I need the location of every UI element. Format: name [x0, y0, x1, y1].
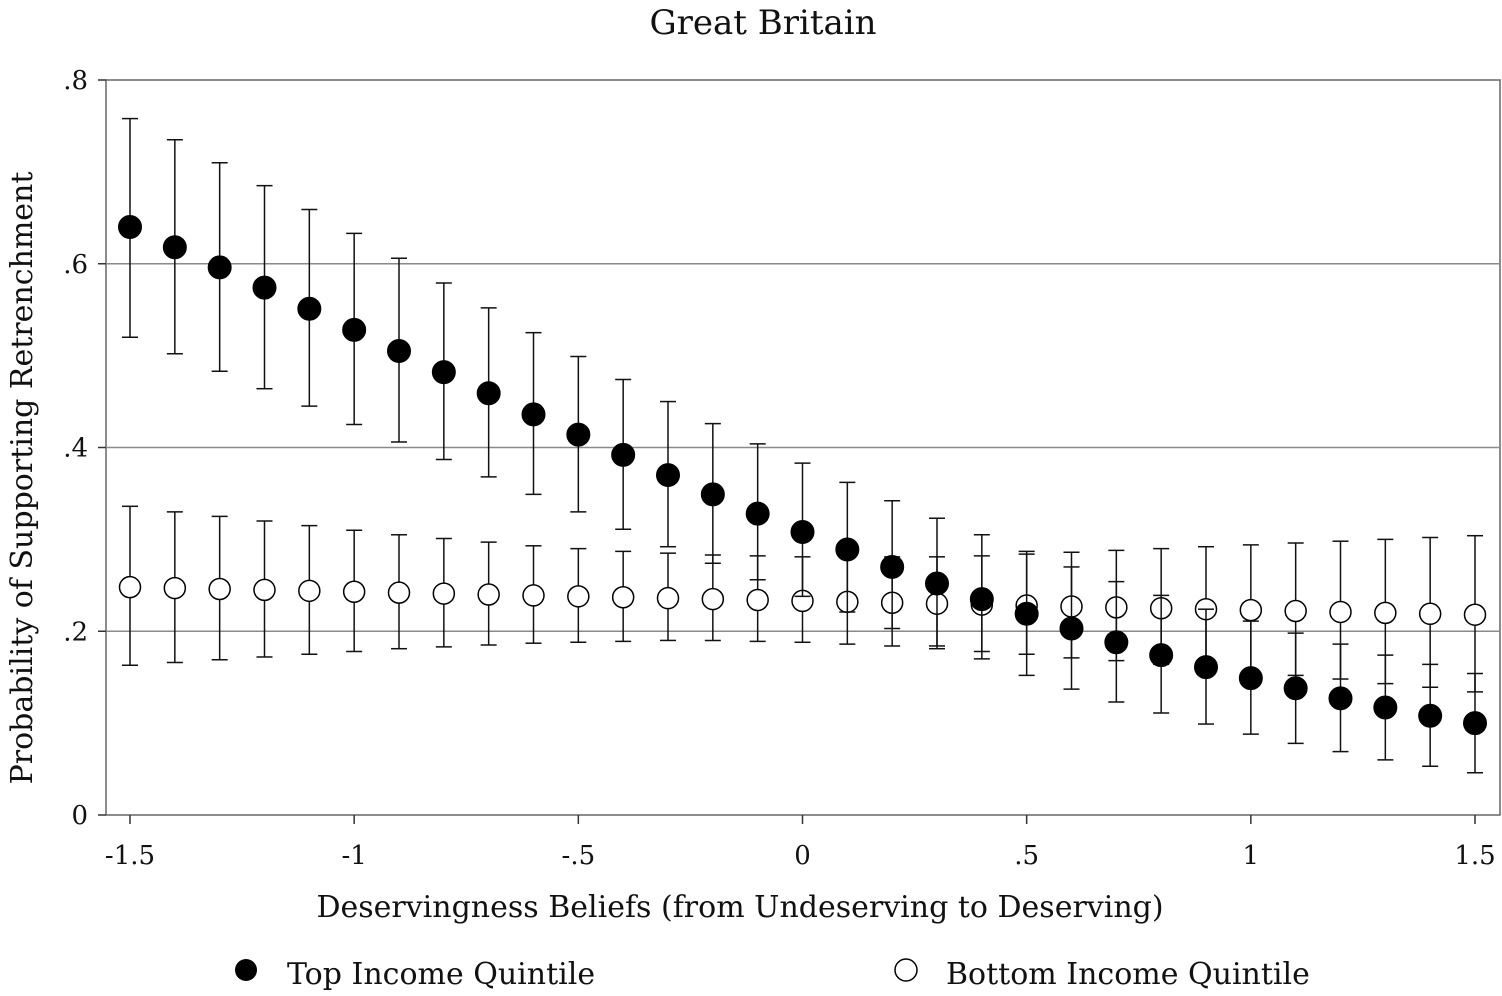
point-top-16 — [835, 537, 860, 562]
point-top-30 — [1463, 711, 1487, 736]
point-top-10 — [566, 422, 591, 447]
x-tick-label-4: .5 — [1014, 841, 1039, 871]
x-tick-label-5: 1 — [1243, 841, 1260, 871]
series-marks — [118, 117, 1487, 774]
point-bottom-8 — [477, 583, 500, 606]
point-bottom-27 — [1329, 600, 1352, 624]
x-axis: -1.5 -1 -.5 0 .5 1 1.5 — [105, 815, 1496, 871]
point-top-21 — [1059, 616, 1084, 641]
y-tick-label-0: 0 — [71, 801, 88, 831]
point-top-2 — [207, 255, 232, 280]
point-top-25 — [1238, 666, 1263, 691]
point-top-1 — [162, 235, 187, 260]
point-top-19 — [969, 587, 994, 612]
point-bottom-4 — [298, 579, 321, 603]
point-bottom-14 — [746, 588, 769, 612]
point-top-12 — [656, 463, 680, 488]
point-bottom-7 — [432, 582, 456, 605]
x-tick-label-0: -1.5 — [105, 841, 155, 871]
chart-title: Great Britain — [649, 3, 876, 43]
x-tick-label-3: 0 — [794, 841, 811, 871]
point-bottom-10 — [567, 585, 590, 608]
point-top-8 — [476, 381, 501, 406]
point-top-15 — [790, 520, 815, 545]
point-bottom-30 — [1463, 603, 1487, 626]
point-bottom-5 — [342, 580, 366, 603]
point-bottom-6 — [387, 581, 411, 604]
y-tick-label-4: .8 — [63, 66, 88, 96]
point-top-11 — [611, 442, 636, 467]
point-top-6 — [387, 339, 411, 364]
point-top-17 — [880, 554, 905, 579]
point-top-23 — [1149, 643, 1174, 668]
legend: Top Income Quintile Bottom Income Quinti… — [235, 957, 1310, 992]
y-axis: 0 .2 .4 .6 .8 — [63, 66, 106, 831]
point-bottom-12 — [656, 586, 680, 610]
point-top-5 — [342, 317, 367, 342]
point-top-0 — [118, 215, 142, 239]
point-top-4 — [297, 296, 322, 321]
point-top-28 — [1373, 695, 1398, 720]
point-bottom-13 — [701, 587, 725, 611]
point-bottom-2 — [208, 577, 231, 601]
legend-label-top-income: Top Income Quintile — [287, 957, 595, 992]
point-bottom-11 — [611, 586, 635, 609]
point-top-24 — [1194, 655, 1218, 680]
x-axis-title: Deservingness Beliefs (from Undeserving … — [316, 890, 1163, 925]
point-bottom-9 — [522, 584, 545, 607]
legend-marker-bottom-income — [894, 958, 918, 982]
point-top-18 — [925, 571, 949, 596]
y-tick-label-3: .6 — [63, 250, 88, 280]
legend-marker-top-income — [235, 959, 257, 981]
point-top-7 — [431, 360, 456, 385]
point-bottom-3 — [253, 578, 276, 602]
x-tick-label-6: 1.5 — [1454, 841, 1495, 871]
x-tick-label-2: -.5 — [562, 841, 596, 871]
point-top-22 — [1104, 630, 1129, 655]
point-bottom-0 — [118, 575, 142, 599]
x-tick-label-1: -1 — [342, 841, 367, 871]
point-bottom-28 — [1374, 601, 1397, 625]
point-bottom-1 — [163, 576, 187, 600]
point-top-9 — [521, 402, 546, 427]
y-tick-label-1: .2 — [63, 617, 88, 647]
point-top-14 — [745, 501, 770, 526]
point-top-27 — [1328, 686, 1353, 711]
legend-label-bottom-income: Bottom Income Quintile — [946, 957, 1310, 992]
point-bottom-29 — [1418, 602, 1442, 626]
point-top-13 — [700, 482, 725, 507]
point-top-26 — [1283, 676, 1308, 701]
point-top-3 — [252, 275, 277, 300]
point-bottom-26 — [1284, 599, 1307, 623]
point-bottom-25 — [1239, 598, 1263, 622]
y-axis-title: Probability of Supporting Retrenchment — [5, 172, 40, 785]
y-tick-label-2: .4 — [63, 434, 88, 464]
point-top-29 — [1418, 703, 1443, 728]
point-top-20 — [1014, 601, 1039, 626]
series-top-income — [118, 117, 1487, 774]
